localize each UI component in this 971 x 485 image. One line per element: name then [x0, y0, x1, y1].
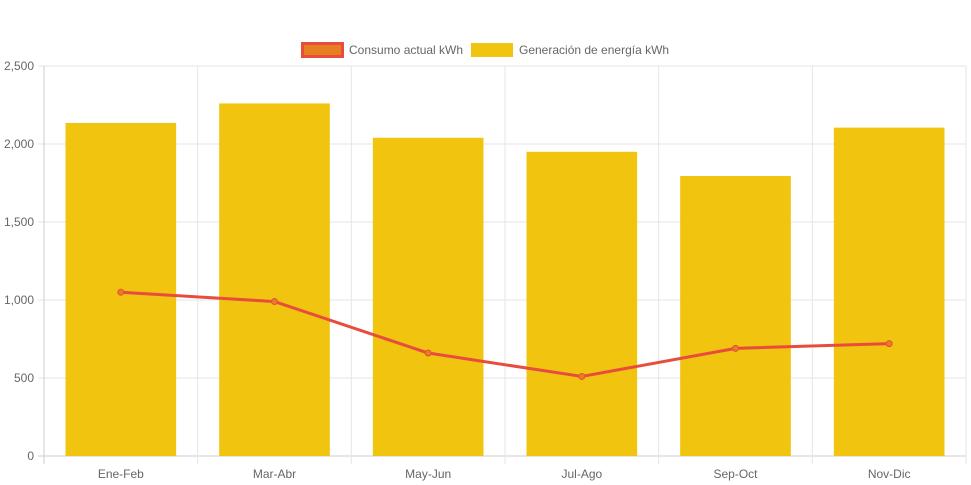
legend[interactable]: Consumo actual kWh Generación de energía … — [301, 42, 670, 58]
point-may-jun[interactable] — [424, 349, 432, 357]
grid-layer — [38, 65, 967, 464]
consumption-line — [120, 290, 890, 378]
point-jul-ago[interactable] — [578, 372, 586, 380]
x-tick-label: Jul-Ago — [561, 467, 602, 481]
x-tick-label: Nov-Dic — [868, 467, 911, 481]
legend-item-generacion[interactable]: Generación de energía kWh — [471, 43, 669, 57]
x-tick-label: Ene-Feb — [98, 467, 144, 481]
y-tick-label: 2,000 — [4, 137, 34, 151]
point-ene-feb[interactable] — [117, 288, 125, 296]
y-tick-label: 0 — [27, 449, 34, 463]
point-mar-abr[interactable] — [271, 298, 278, 306]
y-tick-label: 500 — [14, 371, 34, 385]
y-tick-label: 1,000 — [4, 293, 34, 307]
legend-label: Generación de energía kWh — [519, 43, 669, 57]
point-nov-dic[interactable] — [885, 340, 893, 348]
y-tick-label: 2,500 — [4, 59, 34, 73]
bar-jul-ago[interactable] — [526, 151, 638, 457]
x-tick-label: May-Jun — [405, 467, 451, 481]
legend-item-consumo[interactable]: Consumo actual kWh — [301, 42, 464, 58]
x-tick-label: Sep-Oct — [713, 467, 758, 481]
legend-label: Consumo actual kWh — [349, 43, 463, 57]
legend-swatch — [471, 43, 513, 57]
bar-mar-abr[interactable] — [219, 103, 330, 456]
bar-may-jun[interactable] — [372, 137, 484, 456]
point-sep-oct[interactable] — [732, 344, 739, 352]
y-tick-label: 1,500 — [4, 215, 34, 229]
bar-nov-dic[interactable] — [833, 127, 945, 457]
legend-swatch — [301, 42, 344, 58]
line-layer — [117, 288, 893, 380]
axis-layer: 0 500 1,000 1,500 2,000 2,500 Ene-Feb Mar-Abr Ma… — [4, 59, 911, 481]
bar-sep-oct[interactable] — [680, 175, 791, 457]
bar-layer — [65, 103, 945, 457]
x-tick-label: Mar-Abr — [253, 467, 296, 481]
